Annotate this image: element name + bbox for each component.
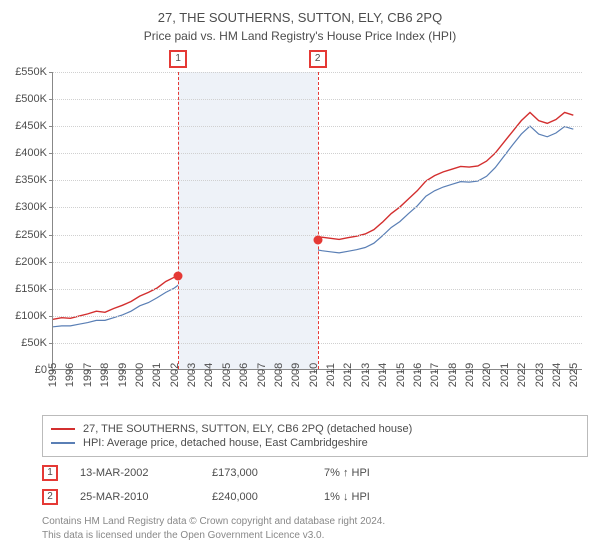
x-axis-label: 2012	[342, 363, 354, 387]
sale-row: 2 25-MAR-2010 £240,000 1% HPI	[42, 489, 588, 505]
x-axis-label: 2004	[203, 363, 215, 387]
arrow-down-icon	[343, 491, 349, 503]
x-axis-label: 1997	[82, 363, 94, 387]
y-axis-label: £300K	[15, 201, 47, 213]
x-axis-label: 2021	[499, 363, 511, 387]
y-tick	[49, 289, 53, 290]
y-tick	[49, 72, 53, 73]
sale-marker-line	[318, 72, 319, 369]
y-axis-label: £50K	[21, 337, 47, 349]
x-axis-label: 2009	[290, 363, 302, 387]
sale-date: 13-MAR-2002	[80, 467, 190, 479]
chart-subtitle: Price paid vs. HM Land Registry's House …	[0, 25, 600, 43]
x-axis-label: 2025	[568, 363, 580, 387]
sale-marker-dot	[174, 272, 183, 281]
sale-delta: 1% HPI	[324, 491, 370, 503]
x-axis-label: 1995	[47, 363, 59, 387]
x-axis-label: 2023	[534, 363, 546, 387]
sale-delta: 7% HPI	[324, 467, 370, 479]
plot-area: £0£50K£100K£150K£200K£250K£300K£350K£400…	[52, 72, 582, 370]
legend-item: HPI: Average price, detached house, East…	[51, 437, 579, 449]
y-axis-label: £200K	[15, 256, 47, 268]
y-axis-label: £100K	[15, 310, 47, 322]
y-tick	[49, 343, 53, 344]
y-tick	[49, 99, 53, 100]
x-axis-label: 2019	[464, 363, 476, 387]
x-axis-label: 2011	[325, 363, 337, 387]
sale-index-box: 1	[42, 465, 58, 481]
y-axis-label: £400K	[15, 147, 47, 159]
y-tick	[49, 153, 53, 154]
x-axis-label: 2020	[481, 363, 493, 387]
legend-label: 27, THE SOUTHERNS, SUTTON, ELY, CB6 2PQ …	[83, 423, 412, 435]
x-axis-label: 2017	[429, 363, 441, 387]
x-axis-label: 1998	[99, 363, 111, 387]
legend-item: 27, THE SOUTHERNS, SUTTON, ELY, CB6 2PQ …	[51, 423, 579, 435]
sales-rows: 1 13-MAR-2002 £173,000 7% HPI 2 25-MAR-2010 £2…	[42, 465, 588, 505]
y-axis-label: £150K	[15, 283, 47, 295]
y-axis-label: £550K	[15, 66, 47, 78]
x-axis-label: 2006	[238, 363, 250, 387]
x-axis-label: 2013	[360, 363, 372, 387]
x-axis-label: 2015	[395, 363, 407, 387]
chart-container: 27, THE SOUTHERNS, SUTTON, ELY, CB6 2PQ …	[0, 0, 600, 560]
sale-price: £173,000	[212, 467, 302, 479]
chart-title: 27, THE SOUTHERNS, SUTTON, ELY, CB6 2PQ	[0, 0, 600, 25]
legend-label: HPI: Average price, detached house, East…	[83, 437, 368, 449]
y-axis-label: £450K	[15, 120, 47, 132]
y-axis-label: £350K	[15, 174, 47, 186]
y-axis-label: £500K	[15, 93, 47, 105]
footer: Contains HM Land Registry data © Crown c…	[42, 515, 588, 542]
sale-date: 25-MAR-2010	[80, 491, 190, 503]
x-axis-label: 1996	[64, 363, 76, 387]
legend-swatch	[51, 428, 75, 430]
sale-marker-flag: 2	[309, 50, 327, 68]
x-axis-label: 2016	[412, 363, 424, 387]
sale-marker-dot	[313, 235, 322, 244]
sale-row: 1 13-MAR-2002 £173,000 7% HPI	[42, 465, 588, 481]
x-axis-label: 2024	[551, 363, 563, 387]
legend: 27, THE SOUTHERNS, SUTTON, ELY, CB6 2PQ …	[42, 415, 588, 457]
y-tick	[49, 235, 53, 236]
x-axis-label: 2005	[221, 363, 233, 387]
x-axis-label: 2007	[256, 363, 268, 387]
y-tick	[49, 316, 53, 317]
sale-price: £240,000	[212, 491, 302, 503]
y-tick	[49, 180, 53, 181]
below-chart-region: 27, THE SOUTHERNS, SUTTON, ELY, CB6 2PQ …	[42, 415, 588, 542]
x-axis-label: 2001	[151, 363, 163, 387]
x-axis-label: 2022	[516, 363, 528, 387]
footer-line-2: This data is licensed under the Open Gov…	[42, 529, 588, 543]
x-axis-label: 2018	[447, 363, 459, 387]
sale-period-band	[178, 72, 318, 369]
y-axis-label: £250K	[15, 229, 47, 241]
x-axis-label: 2003	[186, 363, 198, 387]
footer-line-1: Contains HM Land Registry data © Crown c…	[42, 515, 588, 529]
y-axis-label: £0	[35, 364, 47, 376]
x-axis-label: 2000	[134, 363, 146, 387]
legend-swatch	[51, 442, 75, 444]
arrow-up-icon	[343, 467, 349, 479]
y-tick	[49, 262, 53, 263]
x-axis-label: 2014	[377, 363, 389, 387]
sale-marker-line	[178, 72, 179, 369]
x-axis-label: 1999	[117, 363, 129, 387]
y-tick	[49, 207, 53, 208]
y-tick	[49, 126, 53, 127]
sale-marker-flag: 1	[169, 50, 187, 68]
x-axis-label: 2008	[273, 363, 285, 387]
sale-index-box: 2	[42, 489, 58, 505]
